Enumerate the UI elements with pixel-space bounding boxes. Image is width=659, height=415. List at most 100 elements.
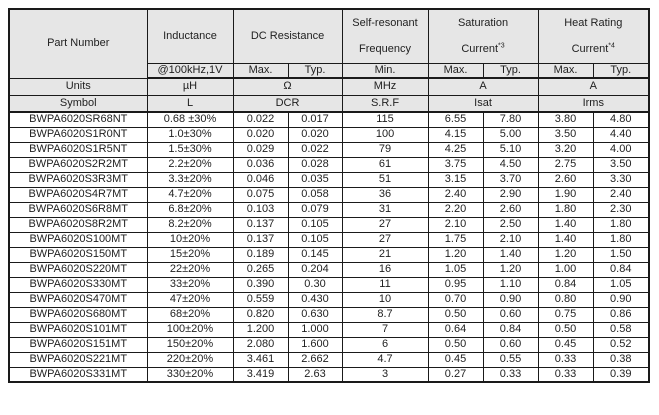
cell-isat-typ: 0.60 bbox=[482, 336, 539, 353]
header-saturation-current: Saturation Current*3 bbox=[427, 8, 539, 64]
cell-irms-typ: 0.84 bbox=[592, 261, 650, 278]
cell-isat-typ: 2.90 bbox=[482, 186, 539, 203]
cell-inductance: 22±20% bbox=[146, 261, 234, 278]
cell-inductance: 2.2±20% bbox=[146, 156, 234, 173]
table-row: BWPA6020S151MT 150±20% 2.080 1.600 6 0.5… bbox=[8, 336, 650, 353]
units-dcr: Ω bbox=[232, 77, 343, 96]
subheader-srf-min: Min. bbox=[341, 62, 429, 79]
subheader-inductance-condition: @100kHz,1V bbox=[146, 62, 234, 79]
cell-srf-min: 16 bbox=[341, 261, 429, 278]
cell-irms-typ: 2.30 bbox=[592, 201, 650, 218]
header-self-resonant-line1: Self-resonant bbox=[352, 16, 418, 29]
cell-dcr-max: 0.020 bbox=[232, 126, 289, 143]
table-body: BWPA6020SR68NT 0.68 ±30% 0.022 0.017 115… bbox=[8, 111, 650, 383]
cell-isat-max: 0.64 bbox=[427, 321, 484, 338]
cell-dcr-typ: 0.035 bbox=[287, 171, 343, 188]
cell-inductance: 1.5±30% bbox=[146, 141, 234, 158]
cell-isat-max: 0.50 bbox=[427, 336, 484, 353]
table-row: BWPA6020S2R2MT 2.2±20% 0.036 0.028 61 3.… bbox=[8, 156, 650, 173]
cell-irms-typ: 1.80 bbox=[592, 216, 650, 233]
header-dc-resistance-title: DC Resistance bbox=[250, 29, 325, 42]
cell-isat-max: 0.70 bbox=[427, 291, 484, 308]
cell-isat-max: 0.45 bbox=[427, 351, 484, 368]
cell-inductance: 15±20% bbox=[146, 246, 234, 263]
cell-isat-typ: 0.84 bbox=[482, 321, 539, 338]
header-heat-rating-current: Heat Rating Current*4 bbox=[537, 8, 650, 64]
cell-part-number: BWPA6020SR68NT bbox=[8, 111, 148, 128]
table-row: BWPA6020S6R8MT 6.8±20% 0.103 0.079 31 2.… bbox=[8, 201, 650, 218]
footnote-ref-4: *4 bbox=[608, 42, 615, 49]
cell-part-number: BWPA6020S150MT bbox=[8, 246, 148, 263]
cell-irms-max: 0.75 bbox=[537, 306, 594, 323]
cell-isat-max: 2.40 bbox=[427, 186, 484, 203]
cell-isat-typ: 0.55 bbox=[482, 351, 539, 368]
cell-dcr-typ: 0.430 bbox=[287, 291, 343, 308]
symbol-isat: Isat bbox=[427, 94, 539, 113]
cell-part-number: BWPA6020S151MT bbox=[8, 336, 148, 353]
cell-dcr-max: 3.419 bbox=[232, 366, 289, 383]
cell-isat-max: 6.55 bbox=[427, 111, 484, 128]
cell-srf-min: 51 bbox=[341, 171, 429, 188]
cell-dcr-max: 0.137 bbox=[232, 231, 289, 248]
units-irms: A bbox=[537, 77, 650, 96]
cell-irms-max: 0.33 bbox=[537, 366, 594, 383]
table-row: BWPA6020S221MT 220±20% 3.461 2.662 4.7 0… bbox=[8, 351, 650, 368]
header-inductance-title: Inductance bbox=[163, 29, 217, 42]
symbol-srf: S.R.F bbox=[341, 94, 429, 113]
cell-dcr-max: 3.461 bbox=[232, 351, 289, 368]
inductor-spec-table: Part Number Inductance DC Resistance Sel… bbox=[8, 8, 651, 383]
cell-inductance: 8.2±20% bbox=[146, 216, 234, 233]
cell-dcr-max: 0.036 bbox=[232, 156, 289, 173]
table-row: BWPA6020S3R3MT 3.3±20% 0.046 0.035 51 3.… bbox=[8, 171, 650, 188]
cell-dcr-typ: 0.145 bbox=[287, 246, 343, 263]
cell-dcr-max: 0.075 bbox=[232, 186, 289, 203]
cell-isat-typ: 1.10 bbox=[482, 276, 539, 293]
cell-irms-max: 1.40 bbox=[537, 216, 594, 233]
cell-isat-max: 4.25 bbox=[427, 141, 484, 158]
cell-dcr-max: 0.559 bbox=[232, 291, 289, 308]
cell-irms-typ: 1.50 bbox=[592, 246, 650, 263]
cell-isat-typ: 0.60 bbox=[482, 306, 539, 323]
header-heat-rating-line2: Current*4 bbox=[571, 42, 615, 55]
cell-dcr-typ: 0.30 bbox=[287, 276, 343, 293]
cell-dcr-max: 0.390 bbox=[232, 276, 289, 293]
cell-irms-typ: 4.80 bbox=[592, 111, 650, 128]
cell-srf-min: 3 bbox=[341, 366, 429, 383]
cell-irms-typ: 0.52 bbox=[592, 336, 650, 353]
cell-isat-typ: 1.40 bbox=[482, 246, 539, 263]
cell-isat-max: 0.95 bbox=[427, 276, 484, 293]
subheader-irms-typ: Typ. bbox=[592, 62, 650, 79]
cell-part-number: BWPA6020S8R2MT bbox=[8, 216, 148, 233]
subheader-isat-max: Max. bbox=[427, 62, 484, 79]
header-saturation-line1: Saturation bbox=[457, 16, 509, 29]
cell-inductance: 220±20% bbox=[146, 351, 234, 368]
header-dc-resistance: DC Resistance bbox=[232, 8, 343, 64]
cell-dcr-typ: 0.630 bbox=[287, 306, 343, 323]
cell-irms-typ: 0.38 bbox=[592, 351, 650, 368]
cell-isat-typ: 2.60 bbox=[482, 201, 539, 218]
cell-inductance: 10±20% bbox=[146, 231, 234, 248]
cell-isat-typ: 0.33 bbox=[482, 366, 539, 383]
cell-dcr-typ: 0.105 bbox=[287, 231, 343, 248]
cell-inductance: 0.68 ±30% bbox=[146, 111, 234, 128]
cell-isat-max: 3.75 bbox=[427, 156, 484, 173]
cell-srf-min: 21 bbox=[341, 246, 429, 263]
cell-part-number: BWPA6020S101MT bbox=[8, 321, 148, 338]
cell-irms-typ: 0.58 bbox=[592, 321, 650, 338]
units-row: Units µH Ω MHz A A bbox=[8, 77, 650, 96]
cell-isat-typ: 0.90 bbox=[482, 291, 539, 308]
subheader-isat-typ: Typ. bbox=[482, 62, 539, 79]
cell-part-number: BWPA6020S220MT bbox=[8, 261, 148, 278]
header-row-sub: @100kHz,1V Max. Typ. Min. Max. Typ. Max.… bbox=[9, 62, 650, 79]
cell-part-number: BWPA6020S1R0NT bbox=[8, 126, 148, 143]
cell-srf-min: 61 bbox=[341, 156, 429, 173]
cell-isat-max: 2.10 bbox=[427, 216, 484, 233]
cell-irms-max: 2.75 bbox=[537, 156, 594, 173]
subheader-dcr-max: Max. bbox=[232, 62, 289, 79]
cell-dcr-max: 1.200 bbox=[232, 321, 289, 338]
table-row: BWPA6020S1R0NT 1.0±30% 0.020 0.020 100 4… bbox=[8, 126, 650, 143]
cell-dcr-max: 0.103 bbox=[232, 201, 289, 218]
cell-isat-typ: 5.10 bbox=[482, 141, 539, 158]
cell-dcr-typ: 0.058 bbox=[287, 186, 343, 203]
header-self-resonant-line2: Frequency bbox=[359, 42, 411, 55]
